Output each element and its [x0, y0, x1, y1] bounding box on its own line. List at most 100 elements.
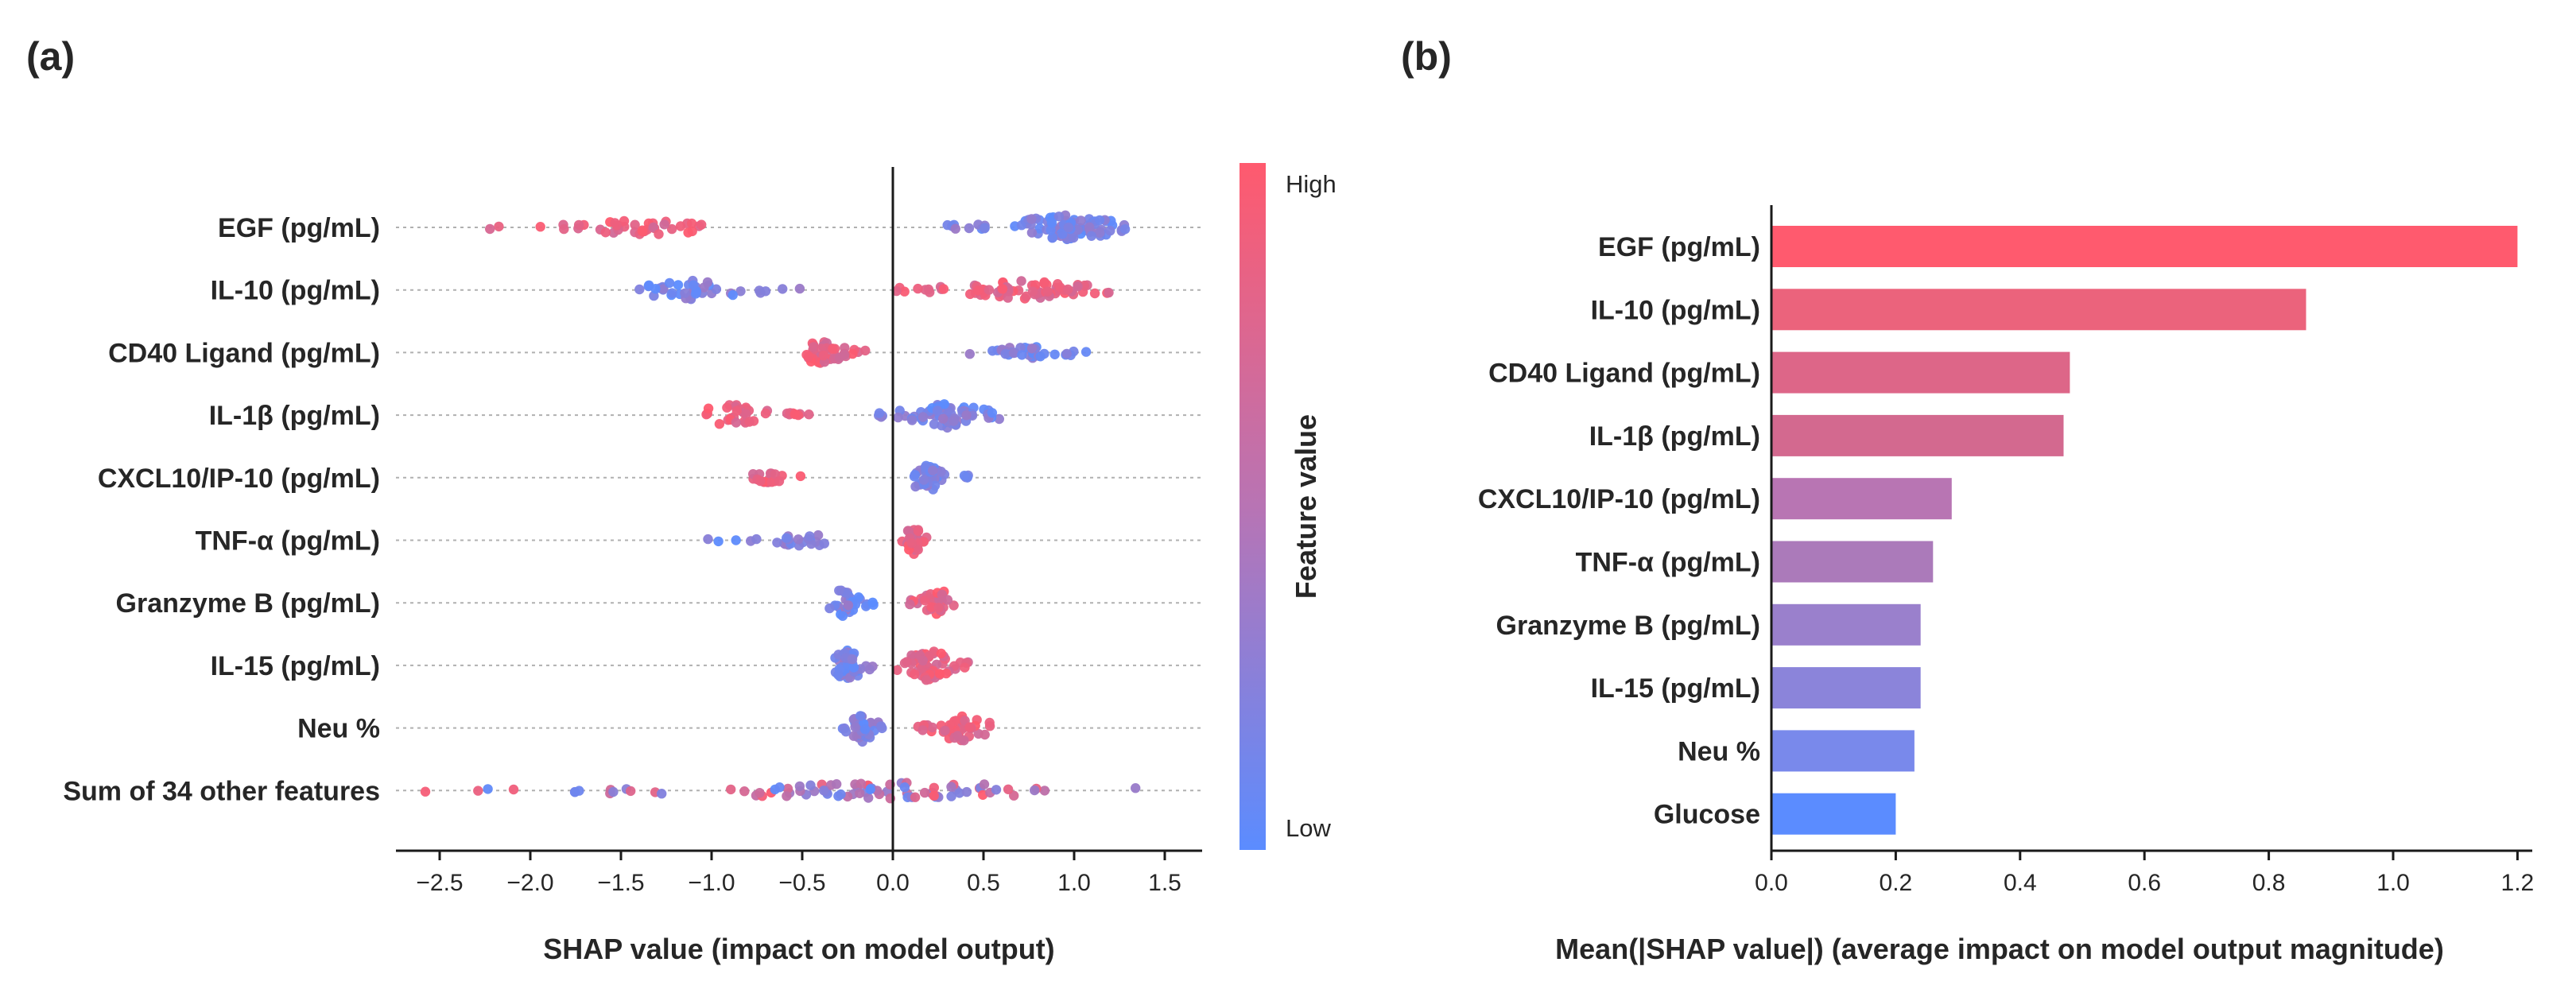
shap-point [683, 227, 693, 238]
shap-point [987, 408, 998, 418]
shap-point [664, 277, 675, 289]
bar [1771, 478, 1952, 520]
shap-point [914, 650, 925, 661]
shap-point [731, 417, 742, 428]
shap-point [1105, 226, 1115, 236]
shap-point [711, 284, 722, 294]
shap-point [913, 526, 924, 537]
x-tick-label: 0.4 [2004, 870, 2037, 896]
shap-point [964, 722, 975, 732]
shap-point [608, 786, 619, 797]
shap-point [1094, 215, 1105, 226]
shap-point [913, 545, 923, 555]
shap-point [634, 284, 645, 295]
shap-point [893, 412, 903, 423]
shap-point [833, 669, 844, 680]
shap-point [659, 219, 669, 230]
shap-point [473, 786, 483, 796]
shap-point [722, 402, 732, 413]
shap-point [1039, 278, 1049, 289]
panel-b: (b) EGF (pg/mL) IL-10 (pg/mL) CD40 Ligand … [1401, 34, 2534, 966]
shap-point [876, 721, 886, 731]
shap-point [485, 223, 495, 235]
shap-point [848, 731, 859, 741]
shap-point [1026, 214, 1037, 224]
panel-a: (a) EGF (pg/mL) IL-10 (pg/mL) CD40 Ligand … [26, 34, 1336, 965]
shap-point [840, 350, 850, 360]
bar-category-label: Glucose [1654, 800, 1760, 830]
shap-point [739, 786, 750, 797]
bar [1771, 351, 2070, 394]
bar-x-label: Mean(|SHAP value|) (average impact on mo… [1555, 933, 2444, 966]
colorbar-high-label: High [1286, 170, 1336, 198]
shap-point [1084, 222, 1095, 232]
shap-point [727, 289, 738, 301]
shap-point [657, 789, 667, 799]
shap-point [921, 675, 932, 685]
shap-point [805, 780, 816, 790]
x-tick-label: 0.2 [1880, 870, 1913, 896]
shap-point [836, 789, 846, 800]
colorbar-title: Feature value [1290, 414, 1322, 599]
shap-point [703, 403, 714, 413]
shap-point [936, 648, 947, 659]
shap-point [965, 289, 976, 300]
shap-point [774, 476, 785, 487]
shap-point [648, 222, 658, 233]
shap-point [828, 343, 838, 354]
bar-category-label: Neu % [1678, 736, 1760, 766]
shap-point [960, 662, 970, 673]
shap-point [905, 599, 915, 610]
shap-point [983, 285, 995, 295]
shap-point [1063, 222, 1074, 233]
shap-point [936, 466, 946, 477]
shap-point [1027, 286, 1038, 297]
shap-point [840, 343, 850, 353]
shap-point [991, 785, 1002, 795]
shap-point [918, 412, 929, 422]
shap-point [675, 221, 686, 231]
shap-point [1089, 288, 1100, 299]
x-tick-label: 0.8 [2252, 870, 2286, 896]
beeswarm-points [420, 210, 1141, 804]
shap-point [793, 534, 804, 545]
feature-label: Sum of 34 other features [63, 776, 380, 806]
shap-point [1063, 284, 1073, 295]
x-tick-label: 0.5 [967, 870, 1000, 896]
shap-point [1030, 785, 1040, 796]
shap-point [928, 465, 938, 475]
bar [1771, 603, 1921, 646]
panel-a-label: (a) [26, 34, 75, 79]
shap-point [806, 538, 817, 549]
shap-point [855, 788, 865, 798]
shap-point [959, 471, 970, 481]
shap-point [1008, 347, 1019, 359]
shap-point [949, 416, 959, 426]
shap-point [1073, 225, 1083, 235]
feature-label: Neu % [297, 714, 380, 744]
shap-point [909, 471, 920, 482]
shap-point [804, 351, 814, 362]
shap-point [946, 791, 956, 801]
x-tick-label: −0.5 [778, 870, 825, 896]
shap-point [1003, 293, 1013, 303]
bar-category-label: CXCL10/IP-10 (pg/mL) [1478, 484, 1760, 514]
shap-point [837, 611, 848, 621]
shap-point [610, 218, 620, 228]
x-tick-label: 0.0 [1755, 870, 1788, 896]
colorbar-low-label: Low [1286, 814, 1331, 842]
bar-category-label: EGF (pg/mL) [1598, 232, 1760, 262]
shap-point [848, 348, 858, 359]
shap-point [932, 405, 943, 416]
shap-point [1053, 211, 1065, 222]
shap-point [731, 535, 741, 545]
shap-point [1039, 786, 1050, 796]
bar-series [1771, 226, 2518, 835]
shap-point [1080, 347, 1092, 357]
shap-point [1042, 286, 1053, 297]
shap-point [938, 284, 949, 294]
shap-point [420, 786, 431, 797]
shap-point [1003, 784, 1014, 794]
bar-category-label: IL-1β (pg/mL) [1589, 421, 1760, 452]
